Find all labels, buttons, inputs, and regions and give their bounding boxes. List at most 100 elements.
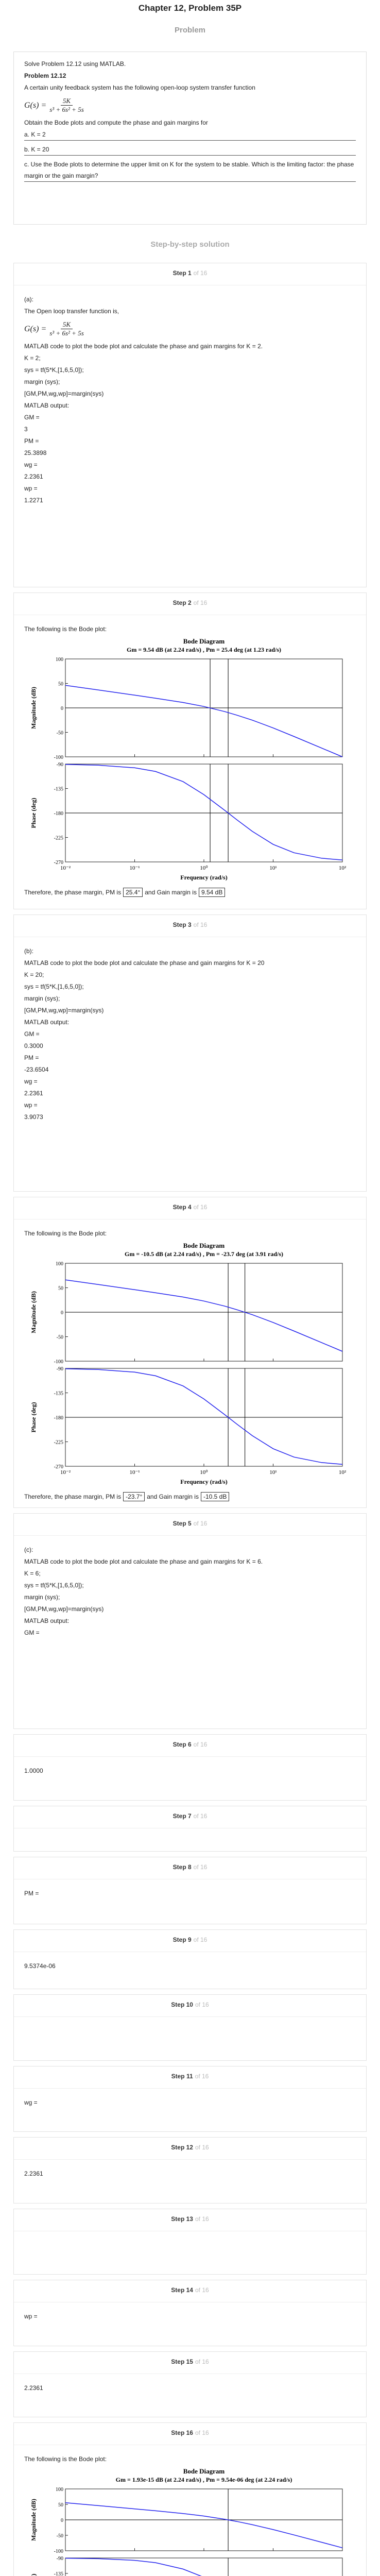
y-tick-label: 100 — [56, 657, 63, 663]
text-line: wg = — [24, 2099, 38, 2106]
step-header: Step 5 of 16 — [14, 1514, 366, 1536]
text-line: PM = — [24, 1054, 39, 1061]
curve — [65, 2557, 202, 2576]
step-count: of 16 — [195, 2429, 209, 2436]
step-header: Step 6 of 16 — [14, 1735, 366, 1757]
step-count: of 16 — [193, 599, 208, 606]
text-line: K = 2; — [24, 354, 41, 362]
y-tick-label: -225 — [54, 836, 63, 841]
step-label: Step 13 — [171, 2215, 193, 2223]
result-line: Therefore, the phase margin, PM is -23.7°… — [24, 1491, 356, 1503]
y-tick-label: 0 — [61, 2518, 63, 2523]
y-tick-label: -90 — [57, 1366, 63, 1372]
text-line: 3 — [24, 426, 28, 433]
y-tick-label: -90 — [57, 762, 63, 768]
step-label: Step 6 — [172, 1741, 192, 1748]
y-tick-label: -100 — [54, 2549, 63, 2554]
y-axis-label: Magnitude (dB) — [30, 687, 37, 729]
text-line: (a): — [24, 296, 33, 303]
step-header: Step 11 of 16 — [14, 2066, 366, 2089]
text-line: The Open loop transfer function is, — [24, 308, 119, 315]
denominator: s³ + 6s² + 5s — [49, 106, 84, 113]
step-header: Step 7 of 16 — [14, 1806, 366, 1828]
formula-lhs: G(s) = — [24, 324, 47, 333]
x-tick-label: 10⁰ — [200, 1469, 208, 1476]
text-line: wg = — [24, 461, 38, 468]
step: Step 1 of 16 (a): The Open loop transfer fu… — [13, 263, 367, 587]
step-label: Step 16 — [171, 2429, 193, 2436]
boxed-value: -23.7° — [123, 1492, 145, 1501]
step-header: Step 2 of 16 — [14, 593, 366, 615]
text-line: The following is the Bode plot: — [24, 625, 107, 633]
text-line: 9.5374e-06 — [24, 1962, 56, 1970]
step-label: Step 7 — [172, 1812, 192, 1820]
step: Step 7 of 16 — [13, 1806, 367, 1852]
y-tick-label: -180 — [54, 811, 63, 817]
step: Step 8 of 16 PM = — [13, 1857, 367, 1924]
step: Step 13 of 16 — [13, 2209, 367, 2275]
curve — [65, 1279, 343, 1352]
y-tick-label: 0 — [61, 706, 63, 711]
step-header: Step 16 of 16 — [14, 2423, 366, 2445]
step: Step 2 of 16 The following is the Bode plo… — [13, 592, 367, 909]
y-axis-label: Phase (deg) — [30, 1402, 37, 1433]
text-line: The following is the Bode plot: — [24, 2455, 107, 2463]
step: Step 4 of 16 The following is the Bode plo… — [13, 1197, 367, 1508]
step-count: of 16 — [193, 1812, 208, 1820]
step: Step 14 of 16 wp = — [13, 2280, 367, 2346]
text-line: GM = — [24, 414, 40, 421]
step: Step 16 of 16 The following is the Bode pl… — [13, 2422, 367, 2576]
step-header: Step 8 of 16 — [14, 1857, 366, 1879]
numerator: 5K — [60, 320, 73, 329]
step-label: Step 15 — [171, 2358, 193, 2365]
x-tick-label: 10² — [339, 1469, 347, 1476]
y-tick-label: 100 — [56, 2487, 63, 2493]
step-count: of 16 — [195, 2358, 209, 2365]
plot-subtitle: Gm = 1.93e-15 dB (at 2.24 rad/s) , Pm = … — [116, 2476, 292, 2483]
text-line: (c): — [24, 1546, 33, 1553]
text-line: 2.2361 — [24, 2384, 43, 2392]
text-line: MATLAB code to plot the bode plot and ca… — [24, 959, 265, 967]
boxed-value: 9.54 dB — [198, 888, 226, 897]
step-count: of 16 — [193, 269, 208, 277]
text-line: [GM,PM,wg,wp]=margin(sys) — [24, 1007, 104, 1014]
curve — [65, 2502, 343, 2549]
result-text: Therefore, the phase margin, PM is — [24, 889, 122, 896]
step-count: of 16 — [195, 2215, 209, 2223]
step-header: Step 1 of 16 — [14, 263, 366, 285]
text-line: 1.2271 — [24, 497, 43, 504]
y-tick-label: -135 — [54, 1391, 63, 1397]
text-line: margin (sys); — [24, 1594, 60, 1601]
numerator: 5K — [60, 97, 73, 106]
text-line: The following is the Bode plot: — [24, 1230, 107, 1237]
y-tick-label: -180 — [54, 1415, 63, 1421]
step-header: Step 12 of 16 — [14, 2138, 366, 2160]
step-header: Step 10 of 16 — [14, 1995, 366, 2017]
text-line: wg = — [24, 1078, 38, 1085]
step-label: Step 11 — [171, 2073, 193, 2080]
x-tick-label: 10¹ — [269, 1469, 277, 1476]
text-line: [GM,PM,wg,wp]=margin(sys) — [24, 390, 104, 397]
step-count: of 16 — [193, 1520, 208, 1527]
text-line: K = 6; — [24, 1570, 41, 1577]
y-axis-label: Phase (deg) — [30, 2574, 37, 2576]
step: Step 11 of 16 wg = — [13, 2066, 367, 2132]
boxed-value: -10.5 dB — [200, 1492, 230, 1501]
result-text: and Gain margin is — [145, 889, 197, 896]
result-line: Therefore, the phase margin, PM is 25.4° a… — [24, 887, 356, 899]
step-label: Step 4 — [172, 1204, 192, 1211]
text-line: Obtain the Bode plots and compute the ph… — [24, 119, 208, 126]
y-tick-label: -100 — [54, 755, 63, 760]
text-line: PM = — [24, 1890, 39, 1897]
step-count: of 16 — [195, 2001, 209, 2008]
formula-lhs: G(s) = — [24, 100, 47, 110]
fraction: 5K s³ + 6s² + 5s — [49, 97, 84, 114]
step: Step 5 of 16 (c): MATLAB code to plot the b… — [13, 1513, 367, 1729]
step-count: of 16 — [195, 2073, 209, 2080]
plot-title: Bode Diagram — [183, 637, 225, 645]
y-tick-label: 50 — [58, 1286, 63, 1292]
x-tick-label: 10² — [339, 865, 347, 871]
text-line: 2.2361 — [24, 1090, 43, 1097]
